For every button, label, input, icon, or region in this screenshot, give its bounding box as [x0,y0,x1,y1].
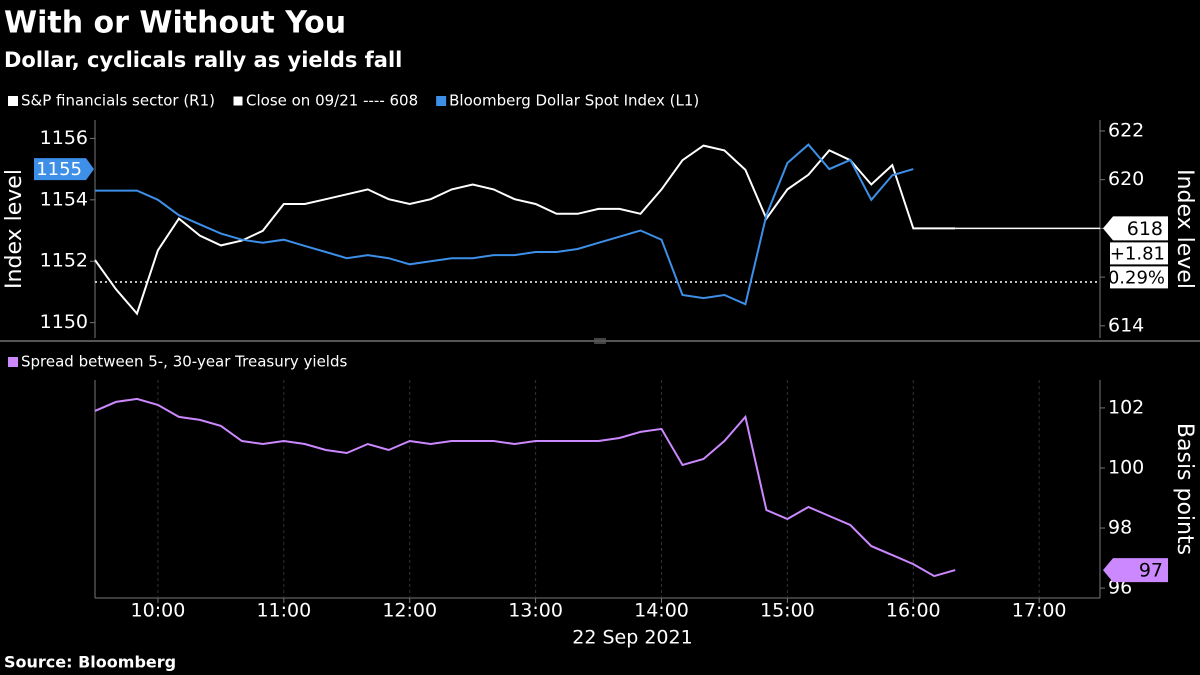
end-label-box [34,158,94,181]
x-tick-label: 15:00 [760,600,815,622]
legend-label: S&P financials sector (R1) [21,92,215,110]
y2-tick-label: 96 [1108,577,1132,599]
x-tick-label: 10:00 [131,600,186,622]
legend-label: Bloomberg Dollar Spot Index (L1) [449,92,699,110]
series-line [95,143,914,306]
x-axis-label: 22 Sep 2021 [572,627,692,649]
x-tick-label: 17:00 [1012,600,1067,622]
y2-axis-label: Index level [1172,169,1197,289]
y-tick-label: 1150 [40,311,88,333]
legend-swatch [232,95,244,107]
chart-subtitle: Dollar, cyclicals rally as yields fall [4,48,402,72]
x-tick-label: 14:00 [634,600,689,622]
x-tick-label: 16:00 [886,600,941,622]
end-label-box [1103,558,1168,583]
y2-tick-label: 102 [1108,396,1144,418]
legend-swatch [8,96,18,106]
series-line [94,144,956,316]
legend-swatch [436,96,447,106]
legend-label: Close on 09/21 ---- 608 [246,92,418,110]
legend-label: Spread between 5-, 30-year Treasury yiel… [21,353,347,371]
x-tick-label: 12:00 [382,600,437,622]
chart-title: With or Without You [4,6,346,41]
legend-swatch [8,357,18,367]
y2-tick-label: 100 [1108,456,1144,478]
y2-axis-label: Basis points [1172,423,1197,555]
y2-tick-label: 620 [1108,168,1144,190]
y-tick-label: 1152 [40,250,88,272]
y-tick-label: 1156 [40,127,88,149]
y-axis-label: Index level [2,169,27,289]
y-tick-label: 1154 [40,188,88,210]
change-label-box [1110,242,1168,265]
y2-tick-label: 614 [1108,314,1144,336]
change-label-box [1110,266,1168,289]
series-line [94,397,956,578]
x-tick-label: 11:00 [256,600,311,622]
y2-tick-label: 622 [1108,119,1144,141]
source: Source: Bloomberg [4,653,176,672]
end-label: 97 [1139,560,1163,582]
end-label: 1155 [36,159,82,180]
x-tick-label: 13:00 [508,600,563,622]
change-label: +1.81 [1110,243,1165,264]
change-label: 0.29% [1108,267,1165,288]
end-label: 618 [1127,218,1163,240]
end-label-box [1103,216,1168,241]
y2-tick-label: 98 [1108,517,1132,539]
